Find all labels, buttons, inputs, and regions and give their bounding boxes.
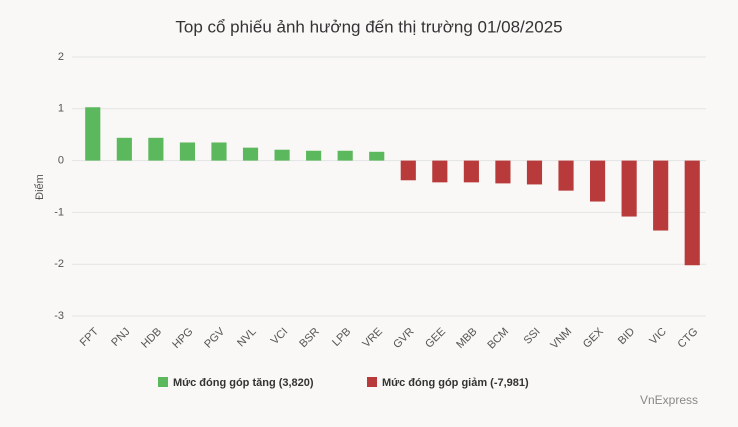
- bar: [684, 160, 700, 266]
- bar: [400, 160, 416, 181]
- bar: [463, 160, 479, 183]
- y-tick-label: -2: [54, 258, 64, 270]
- y-tick-label: -3: [54, 310, 64, 322]
- y-tick-label: 1: [58, 103, 64, 115]
- bar: [179, 142, 195, 161]
- bar: [621, 160, 637, 217]
- bar: [116, 137, 132, 161]
- legend-swatch: [367, 377, 377, 387]
- bar: [432, 160, 448, 183]
- bar: [85, 107, 101, 161]
- bar: [148, 137, 164, 161]
- source: VnExpress: [640, 393, 698, 407]
- chart-title: Top cổ phiếu ảnh hưởng đến thị trường 01…: [175, 17, 562, 36]
- bar: [242, 147, 259, 161]
- legend-swatch: [158, 377, 168, 387]
- bar: [590, 160, 606, 202]
- legend-label: Mức đóng góp tăng (3,820): [173, 377, 314, 389]
- bar: [211, 142, 227, 161]
- y-tick-label: -1: [54, 206, 64, 218]
- bar: [306, 150, 322, 161]
- bar: [495, 160, 511, 184]
- bar: [526, 160, 543, 185]
- y-axis-label: Điểm: [34, 174, 46, 200]
- bar: [558, 160, 574, 191]
- bar: [653, 160, 669, 231]
- y-tick-label: 0: [58, 155, 64, 167]
- bar: [369, 151, 385, 161]
- bar: [337, 150, 353, 161]
- bar: [274, 149, 290, 161]
- y-tick-label: 2: [58, 51, 64, 63]
- legend-label: Mức đóng góp giảm (-7,981): [382, 377, 529, 389]
